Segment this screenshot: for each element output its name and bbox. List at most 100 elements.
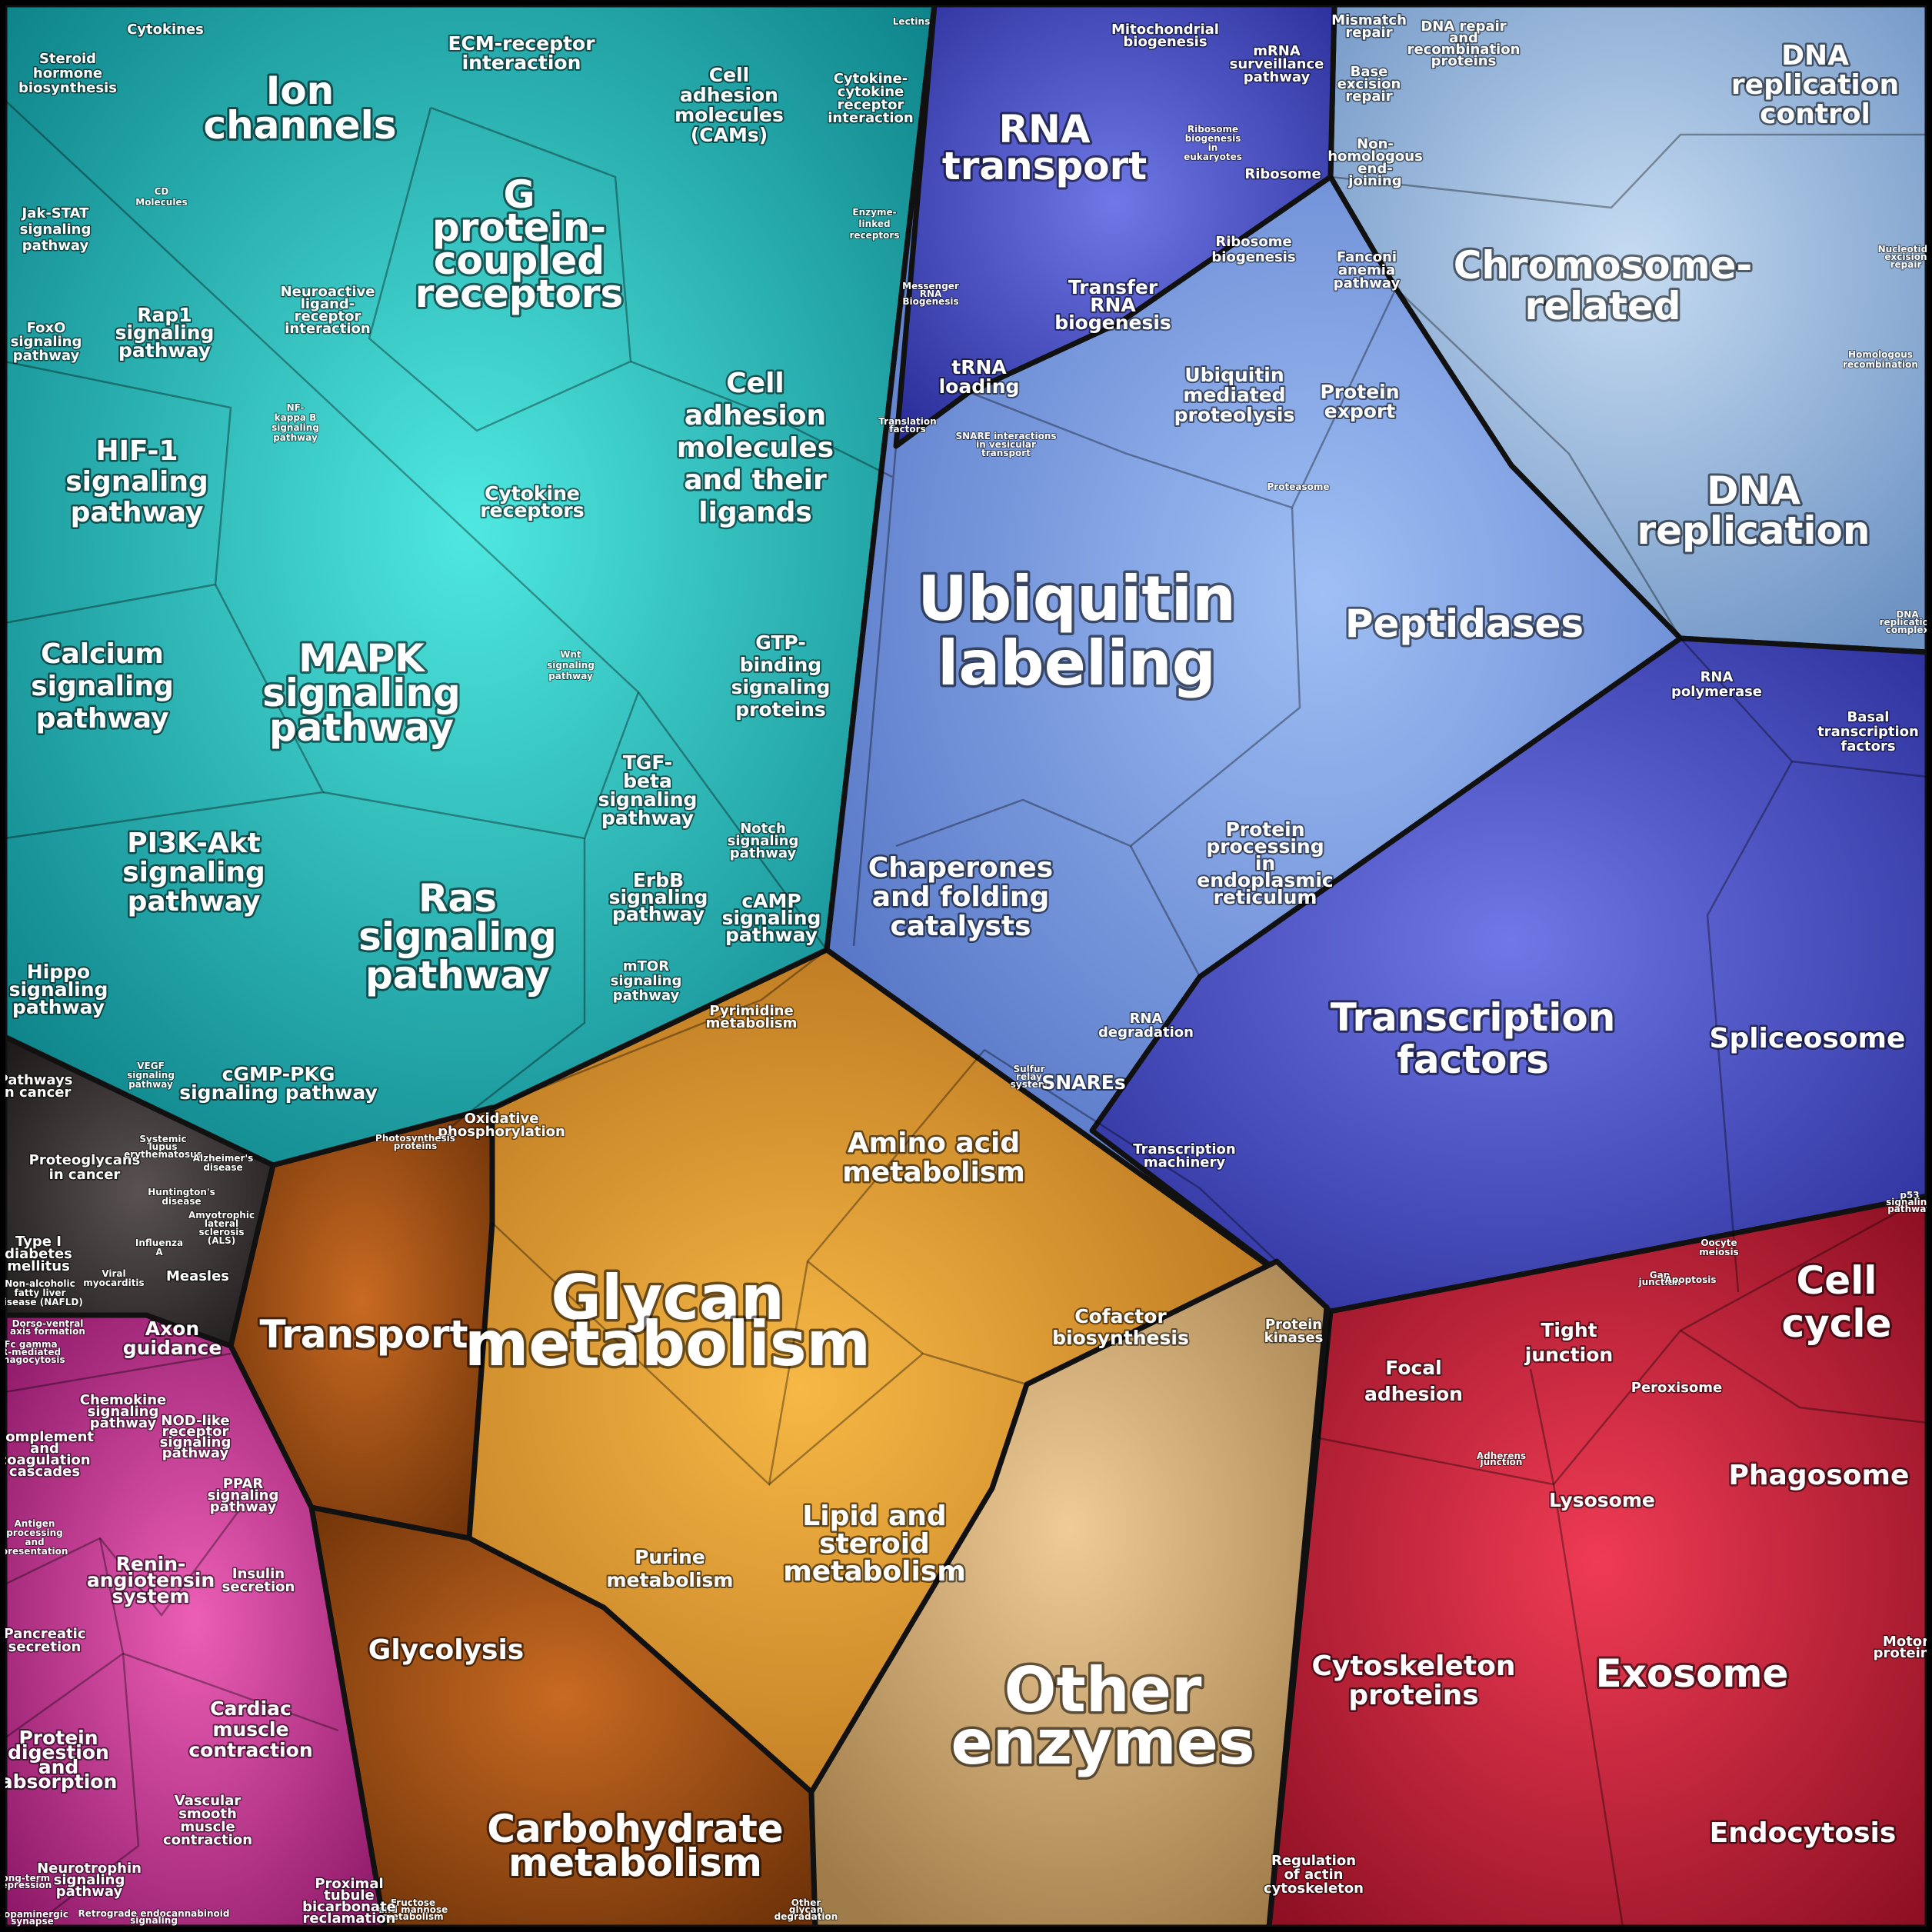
label-ras: Ras signaling pathway xyxy=(356,874,559,1000)
label-notch: Notch signaling pathway xyxy=(726,820,800,863)
label-dna-replication-complex: DNA replication complex xyxy=(1879,608,1932,636)
label-cell-cycle: Cell cycle xyxy=(1780,1256,1894,1348)
label-apoptosis: Apoptosis xyxy=(1664,1274,1717,1286)
label-rna-transport: RNA transport xyxy=(940,105,1149,191)
label-jak-stat: Jak-STAT signaling pathway xyxy=(18,205,92,255)
label-mapk: MAPK signaling pathway xyxy=(260,634,463,752)
svg-text:Transport: Transport xyxy=(259,1312,468,1357)
label-huntingtons: Huntington's disease xyxy=(147,1186,215,1208)
label-measles: Measles xyxy=(165,1267,230,1286)
label-oxidative-phosphorylation: Oxidative phosphorylation xyxy=(437,1110,567,1141)
label-cytoskeleton-proteins: Cytoskeleton proteins xyxy=(1310,1649,1517,1714)
label-base-excision-repair: Base excision repair xyxy=(1336,63,1402,106)
label-basal-transcription-factors: Basal transcription factors xyxy=(1817,708,1920,756)
label-ubiquitin-labeling: Ubiquitin labeling xyxy=(915,561,1239,702)
label-other-glycan-degradation: Other glycan degradation xyxy=(774,1897,839,1923)
svg-text:Glycolysis: Glycolysis xyxy=(368,1634,524,1666)
label-proximal-tubule: Proximal tubule bicarbonate reclamation xyxy=(301,1875,398,1928)
svg-text:Endocytosis: Endocytosis xyxy=(1710,1817,1897,1849)
svg-text:Exosome: Exosome xyxy=(1596,1651,1789,1696)
label-dorso-ventral: Dorso-ventral axis formation xyxy=(9,1317,86,1337)
label-nafld: Non-alcoholic fatty liver disease (NAFLD) xyxy=(0,1277,84,1308)
label-cell-adhesion-molecules-cams: Cell adhesion molecules (CAMs) xyxy=(673,62,785,148)
label-complement-coagulation: Complement and coagulation cascades xyxy=(0,1428,95,1481)
label-influenza-a: Influenza A xyxy=(135,1237,184,1258)
label-tgf-beta: TGF-beta signaling pathway xyxy=(597,750,699,831)
svg-text:Lectins: Lectins xyxy=(893,16,930,27)
label-photosynthesis-proteins: Photosynthesis proteins xyxy=(375,1132,456,1152)
label-snare-interactions: SNARE interactions in vesicular transport xyxy=(954,430,1057,459)
svg-text:Lysosome: Lysosome xyxy=(1549,1489,1655,1511)
label-cytokine-cytokine-receptor-interaction: Cytokine-cytokine receptor interaction xyxy=(827,70,914,128)
subdivision-lines xyxy=(4,99,1928,1928)
label-exosome: Exosome xyxy=(1594,1649,1791,1698)
label-gap-junction: Gap junction xyxy=(1637,1269,1682,1288)
label-protein-export: Protein export xyxy=(1318,379,1401,424)
label-camp: cAMP signaling pathway xyxy=(721,888,823,948)
label-tight-junction: Tight junction xyxy=(1523,1317,1614,1367)
svg-text:Phagosome: Phagosome xyxy=(1729,1460,1910,1491)
label-vegf: VEGF signaling pathway xyxy=(126,1060,175,1091)
label-homologous-recombination: Homologous recombination xyxy=(1842,348,1919,371)
label-steroid-hormone-biosynthesis: Steroid hormone biosynthesis xyxy=(18,50,118,98)
label-chaperones: Chaperones and folding catalysts xyxy=(866,851,1055,944)
label-proteasome: Proteasome xyxy=(1267,481,1331,493)
svg-text:Peptidases: Peptidases xyxy=(1345,601,1584,646)
svg-text:Chromosome-related: Chromosome-related xyxy=(1454,243,1753,328)
label-motor-proteins: Motor proteins xyxy=(1872,1633,1932,1663)
label-pyrimidine-metabolism: Pyrimidine metabolism xyxy=(705,1002,798,1033)
label-mrna-surveillance: mRNA surveillance pathway xyxy=(1228,42,1325,87)
label-ribosome-biogenesis-eukaryotes: Ribosome biogenesis in eukaryotes xyxy=(1183,123,1243,163)
label-transport: Transport xyxy=(257,1310,470,1359)
label-proteoglycans-in-cancer: Proteoglycans in cancer xyxy=(28,1151,142,1184)
label-spliceosome: Spliceosome xyxy=(1707,1021,1907,1057)
label-mtor: mTOR signaling pathway xyxy=(609,958,683,1005)
label-gtp-binding: GTP-binding signaling proteins xyxy=(730,630,832,722)
